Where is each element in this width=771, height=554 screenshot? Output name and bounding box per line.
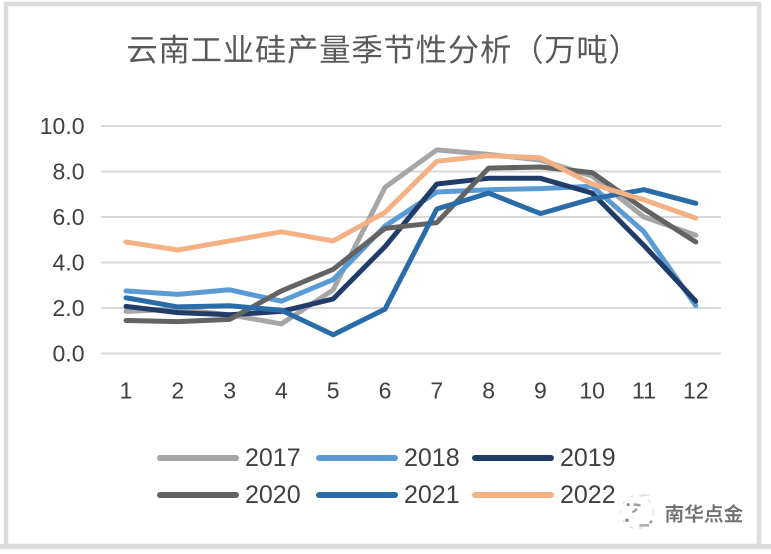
svg-text:2021: 2021 — [404, 481, 460, 509]
svg-text:7: 7 — [430, 378, 443, 404]
svg-text:9: 9 — [534, 378, 547, 404]
svg-text:0.0: 0.0 — [53, 341, 85, 367]
svg-text:11: 11 — [632, 378, 656, 404]
svg-text:8: 8 — [482, 378, 495, 404]
svg-text:12: 12 — [683, 378, 709, 404]
svg-text:4.0: 4.0 — [53, 250, 85, 276]
svg-text:2017: 2017 — [245, 444, 301, 472]
svg-text:5: 5 — [327, 378, 340, 404]
svg-text:2022: 2022 — [560, 481, 616, 509]
svg-text:1: 1 — [120, 378, 133, 404]
svg-text:3: 3 — [223, 378, 236, 404]
svg-text:6: 6 — [379, 378, 392, 404]
svg-text:10.0: 10.0 — [40, 113, 85, 139]
svg-text:2020: 2020 — [245, 481, 301, 509]
svg-text:8.0: 8.0 — [53, 159, 85, 185]
svg-text:10: 10 — [579, 378, 605, 404]
svg-text:4: 4 — [275, 378, 288, 404]
svg-text:6.0: 6.0 — [53, 204, 85, 230]
svg-text:2.0: 2.0 — [53, 295, 85, 321]
svg-text:2018: 2018 — [404, 444, 460, 472]
svg-text:2019: 2019 — [560, 444, 616, 472]
svg-text:2: 2 — [171, 378, 184, 404]
